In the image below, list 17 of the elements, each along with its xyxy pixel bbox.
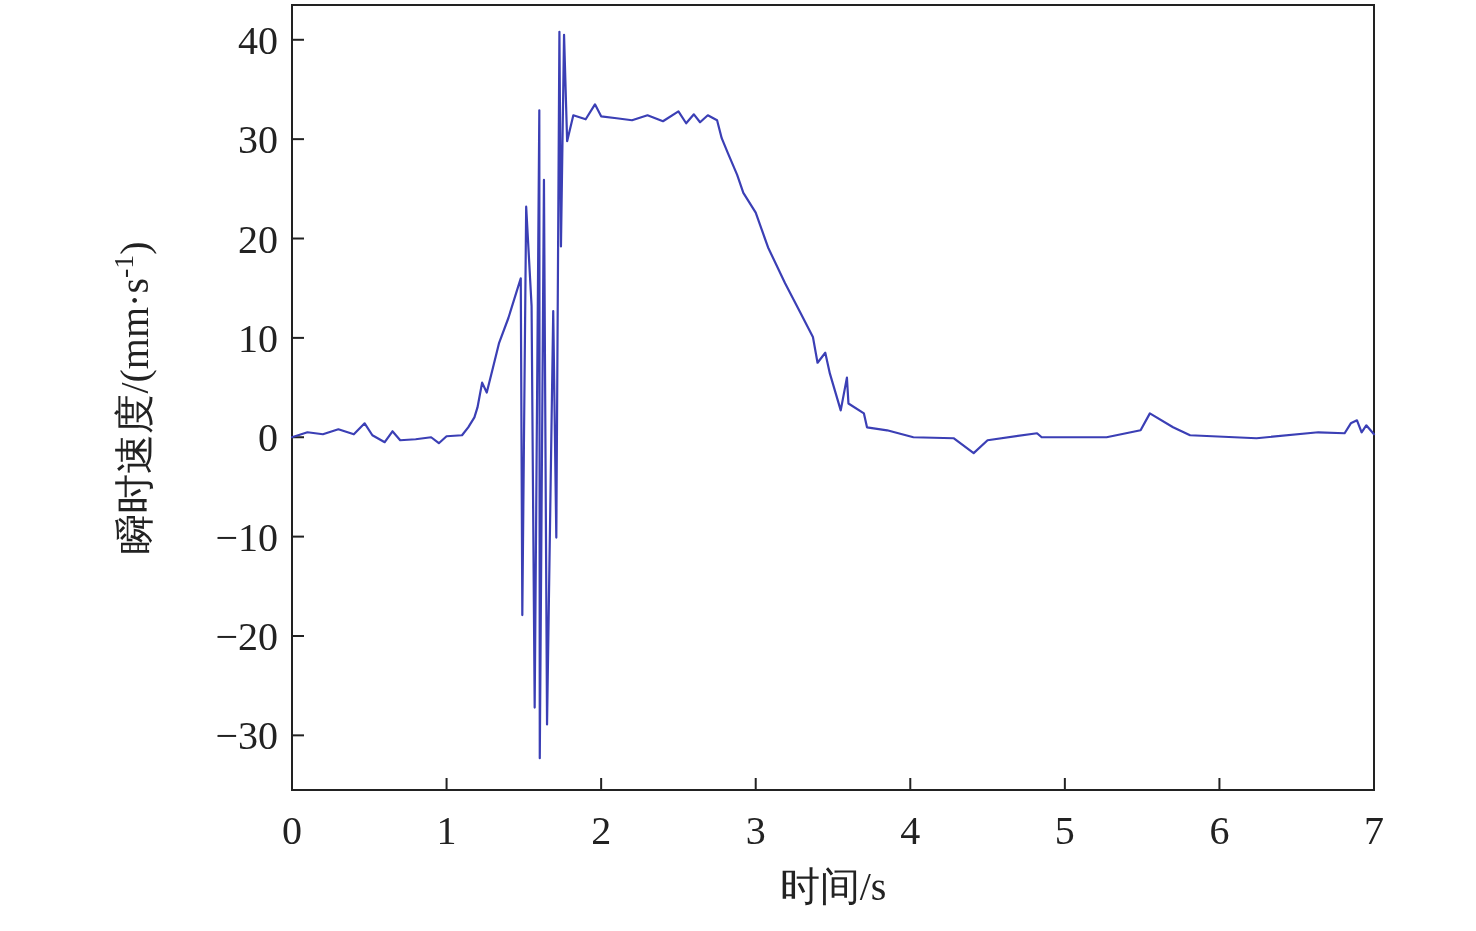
x-tick-label: 1: [436, 808, 457, 853]
x-axis-title: 时间/s: [779, 864, 887, 909]
y-tick-label: 20: [238, 216, 278, 262]
x-tick-label: 6: [1209, 808, 1230, 853]
x-tick-label: 7: [1364, 808, 1384, 853]
line-series: [290, 30, 1376, 760]
y-tick-label: −20: [215, 613, 278, 659]
y-tick-label: −10: [215, 514, 278, 560]
y-tick-label: 10: [238, 315, 278, 361]
y-tick-label: 0: [258, 415, 278, 461]
x-tick-label: 4: [900, 808, 921, 853]
x-tick-label: 5: [1054, 808, 1075, 853]
y-tick-label: 40: [238, 17, 278, 63]
x-tick-label: 3: [745, 808, 766, 853]
x-tick-label: 2: [591, 808, 612, 853]
y-tick-label: 30: [238, 117, 278, 163]
y-tick-label: −30: [215, 713, 278, 759]
